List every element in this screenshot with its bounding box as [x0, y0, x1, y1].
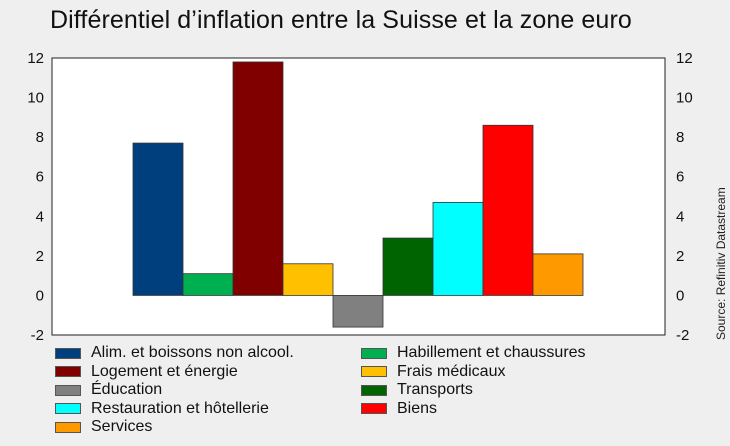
legend-label: Alim. et boissons non alcool.	[91, 344, 294, 361]
bar	[432, 202, 484, 296]
y-tick-right: 2	[676, 248, 684, 265]
y-tick-right: -2	[676, 327, 689, 344]
source-note: Source: Refinitiv Datastream	[714, 187, 728, 340]
legend-swatch	[55, 384, 81, 396]
y-tick-right: 12	[676, 50, 693, 67]
y-tick-left: 2	[36, 248, 44, 265]
legend-item: Biens	[361, 399, 438, 417]
bar	[382, 237, 434, 296]
legend-swatch	[55, 403, 81, 414]
legend-item: Transports	[361, 381, 473, 398]
legend-label: Frais médicaux	[397, 362, 506, 380]
bar	[332, 295, 384, 328]
bar	[532, 253, 584, 296]
legend-label: Transports	[397, 381, 473, 398]
legend-swatch	[361, 366, 387, 377]
y-tick-left: 4	[36, 208, 44, 225]
legend-item: Services	[55, 418, 153, 435]
legend-swatch	[55, 347, 81, 359]
legend-label: Habillement et chaussures	[397, 344, 586, 361]
y-axis-left: 12 10 8 6 4 2 0 -2	[27, 50, 44, 344]
y-axis-right: 12 10 8 6 4 2 0 -2	[676, 50, 693, 344]
legend-label: Logement et énergie	[91, 362, 238, 380]
y-tick-right: 6	[676, 169, 684, 186]
y-tick-left: 6	[36, 169, 44, 186]
legend-label: Biens	[397, 399, 438, 417]
legend-swatch	[361, 403, 387, 414]
bars	[132, 61, 584, 328]
bar	[182, 273, 234, 296]
bar	[132, 142, 184, 296]
legend-swatch	[361, 347, 387, 359]
legend-item: Restauration et hôtellerie	[55, 399, 269, 417]
y-tick-left: 10	[27, 90, 44, 107]
y-tick-left: 8	[36, 129, 44, 146]
y-tick-left: 0	[36, 287, 44, 304]
y-tick-right: 4	[676, 208, 684, 225]
y-tick-left: 12	[27, 50, 44, 67]
legend-swatch	[55, 366, 81, 377]
legend-item: Habillement et chaussures	[361, 344, 586, 361]
legend-item: Alim. et boissons non alcool.	[55, 344, 294, 361]
bar	[482, 124, 534, 296]
legend-item: Logement et énergie	[55, 362, 238, 380]
bar	[282, 263, 334, 296]
legend-item: Frais médicaux	[361, 362, 506, 380]
legend-item: Éducation	[55, 381, 163, 398]
y-tick-right: 0	[676, 287, 684, 304]
legend-label: Éducation	[91, 381, 163, 398]
legend-label: Restauration et hôtellerie	[91, 399, 269, 417]
legend-label: Services	[91, 418, 153, 435]
y-tick-right: 10	[676, 90, 693, 107]
legend-swatch	[55, 421, 81, 433]
y-tick-left: -2	[31, 327, 44, 344]
bar	[232, 61, 284, 296]
chart-title: Différentiel d’inflation entre la Suisse…	[50, 6, 632, 34]
legend-swatch	[361, 384, 387, 396]
y-tick-right: 8	[676, 129, 684, 146]
